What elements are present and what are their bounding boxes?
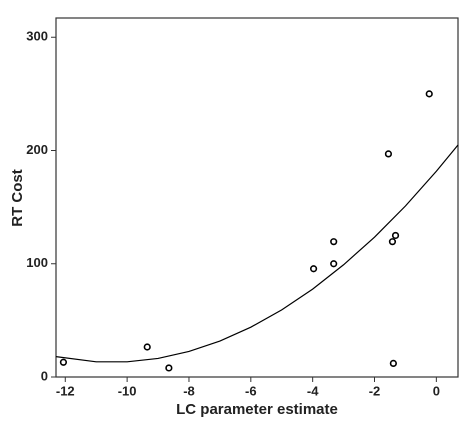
x-tick-label: -10 <box>118 383 137 398</box>
y-tick-label: 300 <box>26 29 48 44</box>
y-axis-title: RT Cost <box>9 169 26 227</box>
x-tick-label: -2 <box>369 383 381 398</box>
point <box>384 150 393 158</box>
x-tick-label: -6 <box>245 383 257 398</box>
point <box>425 90 433 98</box>
y-tick-label: 100 <box>26 255 48 270</box>
fit-line <box>55 144 459 363</box>
point <box>309 265 318 273</box>
x-tick-label: 0 <box>433 383 440 398</box>
x-tick-label: -12 <box>56 383 75 398</box>
point <box>389 359 397 368</box>
y-tick-label: 0 <box>41 368 48 383</box>
x-tick-label: -8 <box>183 383 195 398</box>
point <box>391 231 400 240</box>
x-tick-label: -4 <box>307 383 319 398</box>
x-axis-title: LC parameter estimate <box>176 401 338 418</box>
point <box>165 364 173 372</box>
plot-frame <box>55 17 459 378</box>
y-tick-label: 200 <box>26 142 48 157</box>
point <box>330 238 338 246</box>
point <box>330 260 338 268</box>
point <box>59 358 68 366</box>
point <box>388 238 397 246</box>
point <box>143 343 151 351</box>
